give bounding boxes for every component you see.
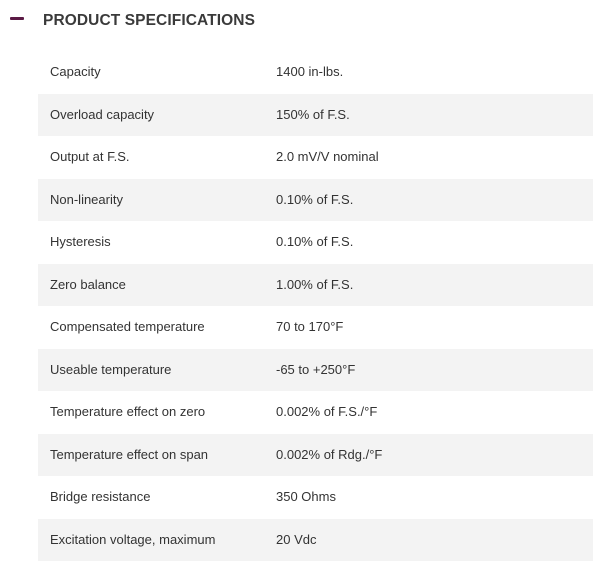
spec-value: 20 Vdc — [276, 531, 317, 547]
spec-value: 0.10% of F.S. — [276, 234, 354, 249]
spec-value: -65 to +250°F — [276, 361, 356, 377]
spec-label: Useable temperature — [50, 361, 172, 377]
table-row: Temperature effect on span 0.002% of Rdg… — [38, 433, 593, 476]
table-row: Overload capacity 150% of F.S. — [38, 93, 593, 136]
spec-label: Compensated temperature — [50, 319, 205, 334]
specifications-section-header[interactable]: PRODUCT SPECIFICATIONS — [0, 0, 593, 42]
table-row: Output at F.S. 2.0 mV/V nominal — [38, 136, 593, 179]
spec-label: Non-linearity — [50, 191, 123, 207]
spec-value: 70 to 170°F — [276, 319, 344, 334]
table-row: Bridge resistance 350 Ohms — [38, 476, 593, 519]
table-row: Temperature effect on zero 0.002% of F.S… — [38, 391, 593, 434]
spec-label: Temperature effect on zero — [50, 404, 206, 419]
spec-label: Overload capacity — [50, 106, 155, 122]
section-title: PRODUCT SPECIFICATIONS — [43, 12, 256, 29]
spec-label: Output at F.S. — [50, 149, 130, 164]
table-row: Compensated temperature 70 to 170°F — [38, 306, 593, 349]
spec-label: Bridge resistance — [50, 489, 151, 504]
table-row: Non-linearity 0.10% of F.S. — [38, 178, 593, 221]
table-row: Useable temperature -65 to +250°F — [38, 348, 593, 391]
spec-label: Hysteresis — [50, 234, 111, 249]
minus-icon[interactable] — [10, 17, 24, 20]
table-row: Capacity 1400 in-lbs. — [38, 51, 593, 94]
table-row: Hysteresis 0.10% of F.S. — [38, 221, 593, 264]
spec-label: Capacity — [50, 64, 101, 79]
table-row: Zero balance 1.00% of F.S. — [38, 263, 593, 306]
spec-value: 0.002% of F.S./°F — [276, 404, 378, 419]
spec-value: 0.002% of Rdg./°F — [276, 446, 383, 462]
spec-label: Excitation voltage, maximum — [50, 531, 216, 547]
spec-value: 150% of F.S. — [276, 106, 350, 122]
spec-value: 350 Ohms — [276, 489, 336, 504]
spec-value: 1.00% of F.S. — [276, 276, 354, 292]
table-row: Excitation voltage, maximum 20 Vdc — [38, 518, 593, 561]
spec-value: 1400 in-lbs. — [276, 64, 344, 79]
spec-value: 0.10% of F.S. — [276, 191, 354, 207]
spec-value: 2.0 mV/V nominal — [276, 149, 379, 164]
specifications-table: Capacity 1400 in-lbs. Overload capacity … — [38, 51, 593, 561]
spec-label: Temperature effect on span — [50, 446, 209, 462]
spec-label: Zero balance — [50, 276, 126, 292]
